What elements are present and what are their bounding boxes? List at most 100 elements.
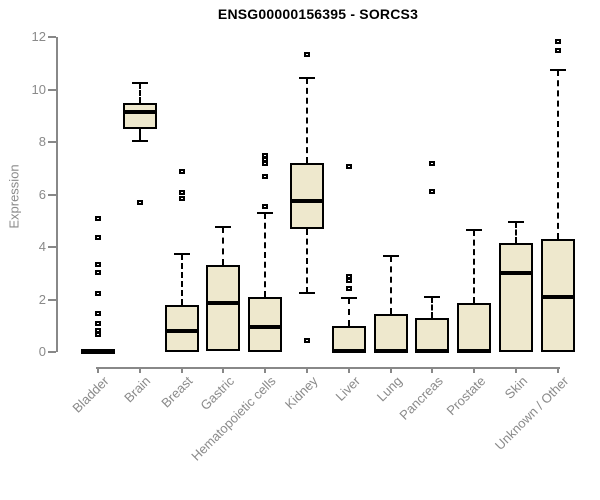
- x-tick-mark: [264, 367, 267, 373]
- x-tick-mark: [138, 367, 141, 373]
- upper-whisker: [138, 82, 141, 103]
- lower-whisker: [138, 128, 141, 141]
- x-tick-label-0: Bladder: [69, 373, 112, 416]
- upper-whisker-cap: [131, 81, 148, 84]
- outlier-point: [429, 188, 436, 194]
- outlier-point: [429, 161, 436, 166]
- upper-whisker-cap: [424, 295, 441, 298]
- outlier-point: [304, 338, 310, 344]
- y-tick-mark: [48, 351, 56, 353]
- upper-whisker-cap: [508, 221, 524, 224]
- x-tick-mark: [222, 367, 225, 373]
- box-lung: [373, 313, 408, 352]
- upper-whisker: [306, 77, 308, 163]
- upper-whisker: [264, 212, 267, 297]
- chart-title: ENSG00000156395 - SORCS3: [217, 6, 419, 22]
- box-skin: [499, 243, 533, 352]
- upper-whisker-cap: [466, 228, 483, 231]
- outlier-point: [345, 285, 352, 291]
- upper-whisker: [222, 227, 225, 266]
- y-tick-label: 4: [38, 239, 46, 254]
- y-tick-mark: [48, 193, 56, 196]
- x-tick-label-11: Unknown / Other: [492, 373, 572, 453]
- x-tick-label-10: Skin: [501, 373, 530, 402]
- x-tick-mark: [97, 367, 99, 373]
- upper-whisker-cap: [215, 226, 232, 229]
- upper-whisker: [473, 229, 476, 304]
- box-breast: [164, 304, 199, 352]
- median-line: [122, 109, 157, 114]
- box-gastric: [206, 265, 241, 351]
- outlier-point: [262, 204, 269, 210]
- x-tick-mark: [431, 367, 434, 373]
- y-tick-label: 12: [31, 29, 46, 44]
- x-tick-mark: [306, 367, 308, 373]
- outlier-point: [345, 163, 352, 169]
- y-tick-mark: [48, 141, 56, 143]
- outlier-point: [95, 269, 101, 275]
- upper-whisker-cap: [382, 255, 399, 258]
- upper-whisker-cap: [549, 68, 566, 71]
- outlier-point: [95, 321, 101, 327]
- outlier-point: [262, 174, 269, 180]
- outlier-point: [95, 310, 101, 316]
- x-tick-mark: [347, 367, 350, 373]
- outlier-point: [95, 216, 101, 222]
- median-line: [499, 271, 533, 276]
- median-line: [373, 348, 408, 353]
- upper-whisker-cap: [173, 252, 190, 255]
- median-line: [290, 199, 324, 204]
- x-tick-label-4: Hematopoietic cells: [188, 373, 280, 464]
- x-tick-label-1: Brain: [121, 373, 154, 406]
- upper-whisker: [389, 256, 392, 314]
- outlier-point: [178, 168, 185, 174]
- lower-whisker: [306, 228, 308, 293]
- outlier-point: [554, 48, 561, 54]
- y-tick-mark: [48, 88, 56, 91]
- median-line: [164, 329, 199, 333]
- box-hematopoietic-cells: [248, 296, 283, 352]
- upper-whisker: [431, 296, 434, 318]
- median-line: [331, 348, 366, 353]
- y-tick-label: 6: [38, 186, 46, 202]
- x-tick-mark: [556, 367, 559, 373]
- outlier-point: [95, 262, 101, 268]
- upper-whisker-cap: [299, 76, 315, 79]
- y-tick-label: 2: [38, 291, 46, 307]
- outlier-point: [95, 290, 101, 296]
- box-kidney: [290, 163, 324, 229]
- upper-whisker: [515, 222, 517, 244]
- x-tick-label-5: Kidney: [282, 373, 321, 413]
- outlier-point: [345, 273, 352, 279]
- lower-whisker-cap: [299, 291, 315, 294]
- median-line: [206, 301, 241, 306]
- median-line: [415, 348, 450, 353]
- outlier-point: [554, 38, 561, 44]
- x-tick-label-8: Pancreas: [396, 373, 447, 423]
- lower-whisker-cap: [131, 139, 148, 142]
- y-tick-label: 0: [38, 344, 46, 359]
- outlier-point: [304, 52, 310, 58]
- outlier-point: [95, 234, 101, 240]
- x-tick-mark: [389, 367, 392, 373]
- x-tick-label-6: Liver: [332, 373, 363, 404]
- y-tick-label: 10: [31, 81, 46, 97]
- outlier-point: [95, 327, 101, 333]
- x-tick-label-2: Breast: [158, 373, 196, 411]
- upper-whisker: [556, 69, 559, 240]
- median-line: [81, 349, 115, 354]
- x-tick-label-9: Prostate: [443, 373, 489, 419]
- median-line: [457, 348, 492, 353]
- median-line: [540, 294, 575, 299]
- x-tick-mark: [515, 367, 517, 373]
- x-tick-mark: [473, 367, 476, 373]
- x-tick-label-3: Gastric: [197, 373, 238, 414]
- y-tick-mark: [48, 36, 56, 38]
- outlier-point: [136, 200, 143, 206]
- x-tick-mark: [180, 367, 183, 373]
- upper-whisker: [180, 253, 183, 305]
- median-line: [248, 325, 283, 330]
- box-pancreas: [415, 317, 450, 352]
- y-tick-mark: [48, 298, 56, 301]
